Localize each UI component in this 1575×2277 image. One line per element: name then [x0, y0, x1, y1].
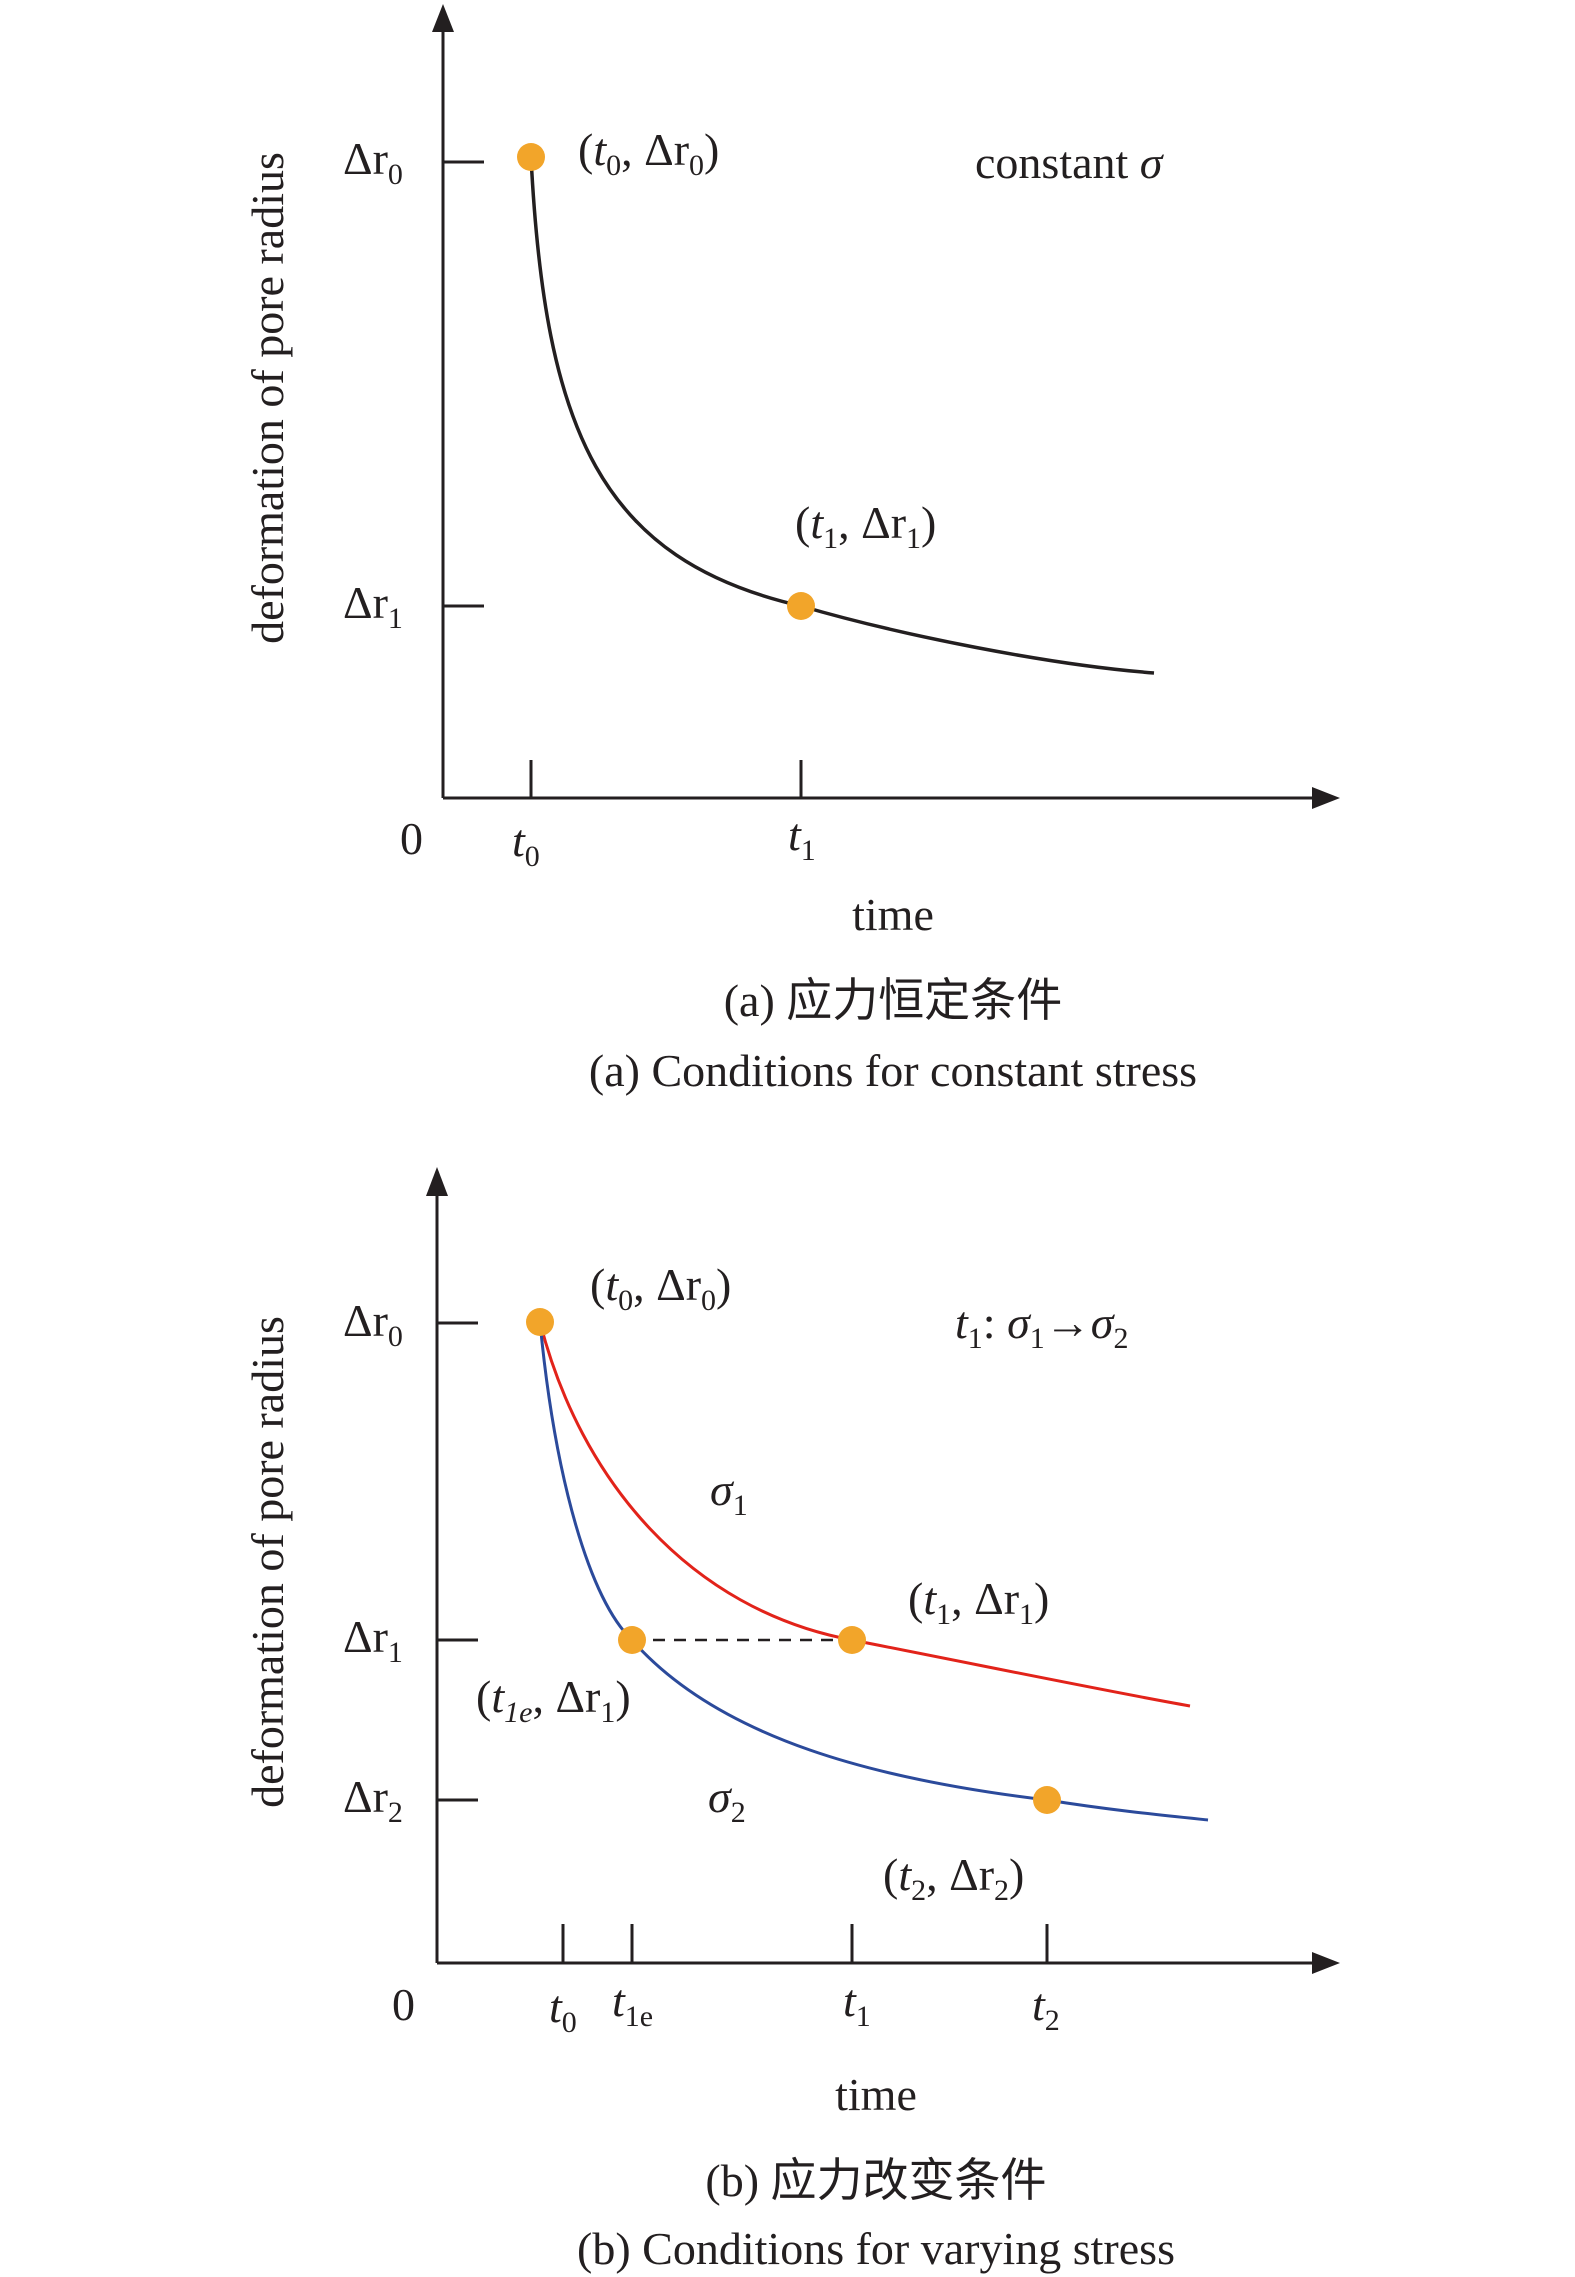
point-label-a-t0-r0: (t0, Δr0): [578, 124, 719, 182]
caption-b-en: (b) Conditions for varying stress: [577, 2223, 1175, 2274]
y-axis-label-a: deformation of pore radius: [242, 152, 293, 644]
panel-a: deformation of pore radius Δr0 Δr1 0 t0 …: [242, 4, 1340, 1096]
x-axis-label-b: time: [835, 2069, 917, 2120]
caption-b-cn: (b) 应力改变条件: [705, 2155, 1046, 2206]
x-tick-label-b-t2: t2: [1032, 1979, 1060, 2037]
point-b-t2-r2: [1033, 1786, 1061, 1814]
x-tick-label-a-t1: t1: [788, 809, 816, 867]
y-axis-arrow-b: [426, 1167, 448, 1196]
x-tick-label-b-t1e: t1e: [612, 1975, 653, 2033]
point-label-b-t0-r0: (t0, Δr0): [590, 1259, 731, 1317]
y-tick-label-b-r0: Δr0: [343, 1295, 403, 1353]
x-axis-arrow-b: [1312, 1952, 1340, 1974]
point-b-t1e-r1: [618, 1626, 646, 1654]
point-b-t0-r0: [526, 1308, 554, 1336]
x-tick-label-b-t0: t0: [549, 1981, 577, 2039]
caption-a-cn: (a) 应力恒定条件: [724, 975, 1063, 1026]
curve-sigma2: [538, 1321, 1209, 1822]
curve-sigma1: [538, 1321, 1191, 1708]
y-tick-label-a-r1: Δr1: [343, 577, 403, 635]
panel-b: deformation of pore radius Δr0 Δr1 Δr2 0…: [242, 1167, 1340, 2274]
annotation-constant-sigma: constant σ: [975, 137, 1165, 188]
point-label-b-t2-r2: (t2, Δr2): [883, 1849, 1024, 1907]
annotation-stress-change: t1: σ1→σ2: [955, 1297, 1128, 1355]
y-axis-label-b: deformation of pore radius: [242, 1316, 293, 1808]
point-a-t1-r1: [787, 592, 815, 620]
caption-a-en: (a) Conditions for constant stress: [589, 1045, 1197, 1096]
point-label-a-t1-r1: (t1, Δr1): [795, 497, 936, 555]
y-axis-arrow-a: [432, 4, 454, 32]
y-tick-label-b-r1: Δr1: [343, 1611, 403, 1669]
y-tick-label-a-r0: Δr0: [343, 133, 403, 191]
x-tick-label-a-t0: t0: [512, 815, 540, 873]
curve-label-sigma1: σ1: [710, 1464, 748, 1522]
curve-constant-stress: [529, 156, 1155, 675]
point-label-b-t1e-r1: (t1e, Δr1): [476, 1671, 631, 1729]
curve-label-sigma2: σ2: [708, 1771, 746, 1829]
origin-label-b: 0: [392, 1979, 415, 2030]
point-label-b-t1-r1: (t1, Δr1): [908, 1573, 1049, 1631]
x-axis-arrow-a: [1312, 787, 1340, 809]
origin-label-a: 0: [400, 813, 423, 864]
point-b-t1-r1: [838, 1626, 866, 1654]
point-a-t0-r0: [517, 143, 545, 171]
x-axis-label-a: time: [852, 889, 934, 940]
y-tick-label-b-r2: Δr2: [343, 1771, 403, 1829]
x-tick-label-b-t1: t1: [843, 1975, 871, 2033]
